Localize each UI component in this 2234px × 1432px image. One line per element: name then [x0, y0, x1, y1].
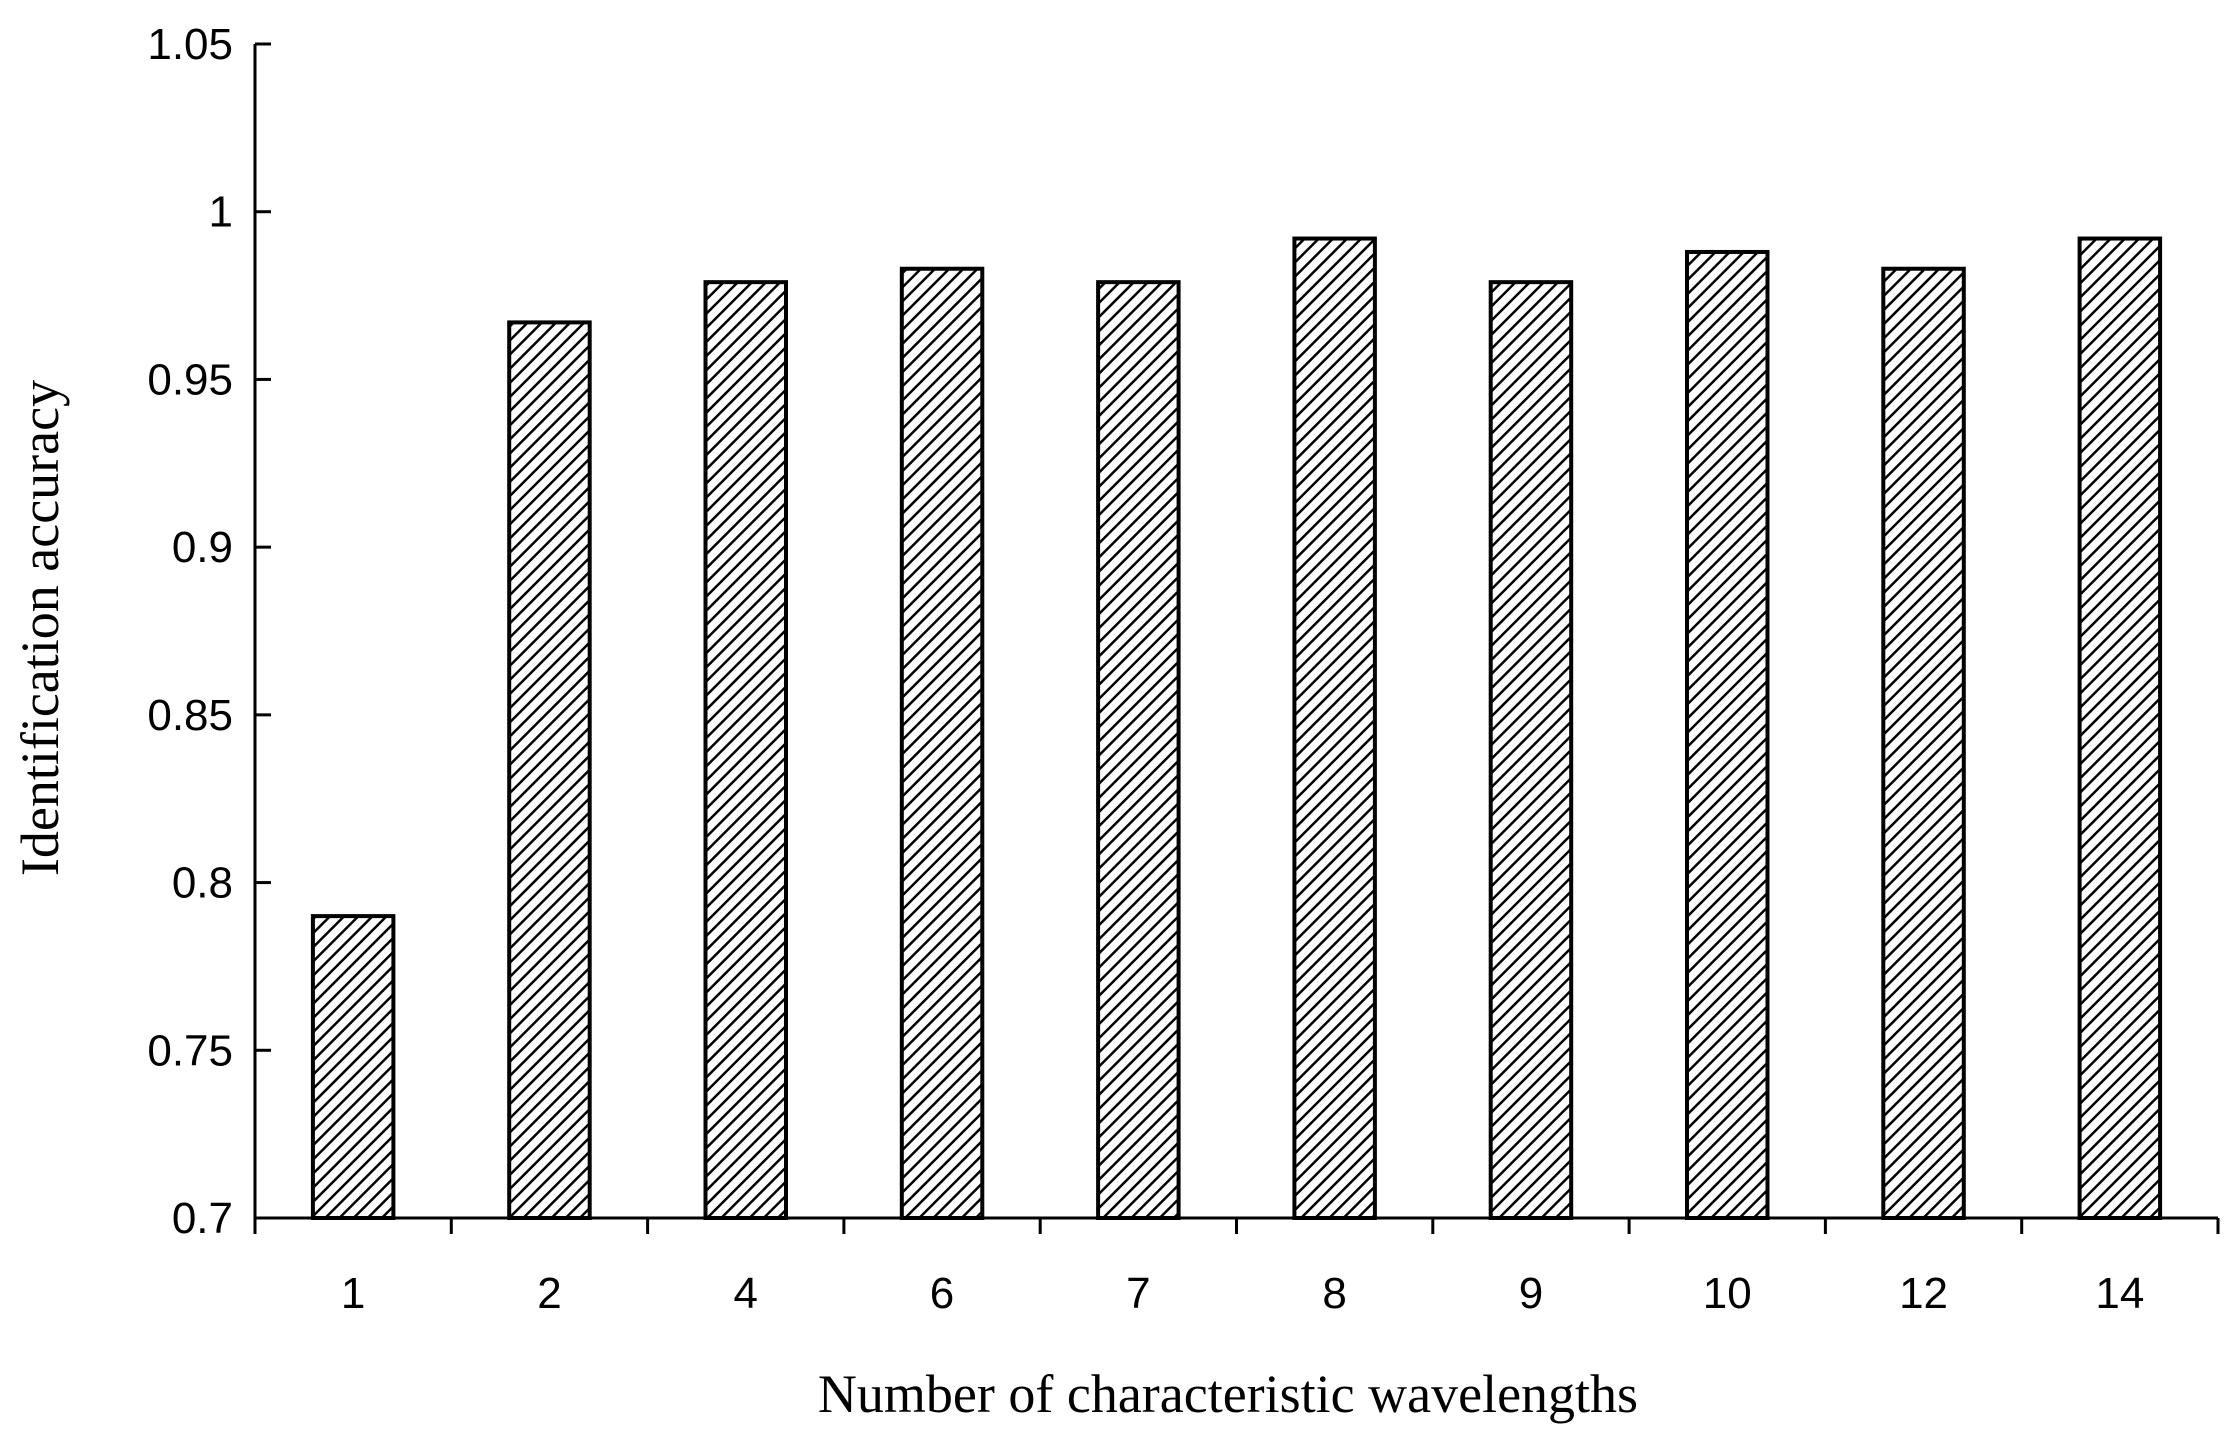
x-tick-label: 12 — [1899, 1269, 1948, 1318]
bar-12 — [1881, 266, 1966, 1221]
y-axis-title: Identification accuracy — [10, 380, 70, 876]
x-tick-label: 6 — [930, 1269, 954, 1318]
x-tick-label: 10 — [1703, 1269, 1752, 1318]
axes-layer — [253, 42, 2220, 1234]
y-tick-label: 0.9 — [172, 523, 233, 572]
y-tick-label: 0.95 — [147, 355, 233, 404]
x-tick-label: 2 — [537, 1269, 561, 1318]
x-axis-title: Number of characteristic wavelengths — [818, 1364, 1638, 1424]
bar-4 — [703, 280, 788, 1220]
bars-layer — [310, 236, 2163, 1221]
bar-8 — [1292, 236, 1377, 1220]
bar-2 — [507, 320, 592, 1220]
bar-7 — [1096, 280, 1181, 1220]
y-tick-label: 1.05 — [147, 20, 233, 69]
bar-10 — [1685, 249, 1770, 1221]
bar-1 — [310, 914, 396, 1220]
x-tick-label: 14 — [2095, 1269, 2144, 1318]
x-tick-label: 1 — [341, 1269, 365, 1318]
y-tick-label: 0.8 — [172, 859, 233, 908]
x-tick-label: 9 — [1519, 1269, 1543, 1318]
x-tick-label: 7 — [1126, 1269, 1150, 1318]
bar-9 — [1488, 280, 1574, 1220]
y-tick-label: 1 — [209, 188, 233, 237]
bar-6 — [899, 266, 985, 1221]
y-tick-label: 0.85 — [147, 691, 233, 740]
y-tick-label: 0.75 — [147, 1026, 233, 1075]
x-tick-label: 4 — [734, 1269, 758, 1318]
bar-14 — [2077, 236, 2163, 1220]
x-tick-label: 8 — [1322, 1269, 1346, 1318]
y-tick-label: 0.7 — [172, 1194, 233, 1243]
